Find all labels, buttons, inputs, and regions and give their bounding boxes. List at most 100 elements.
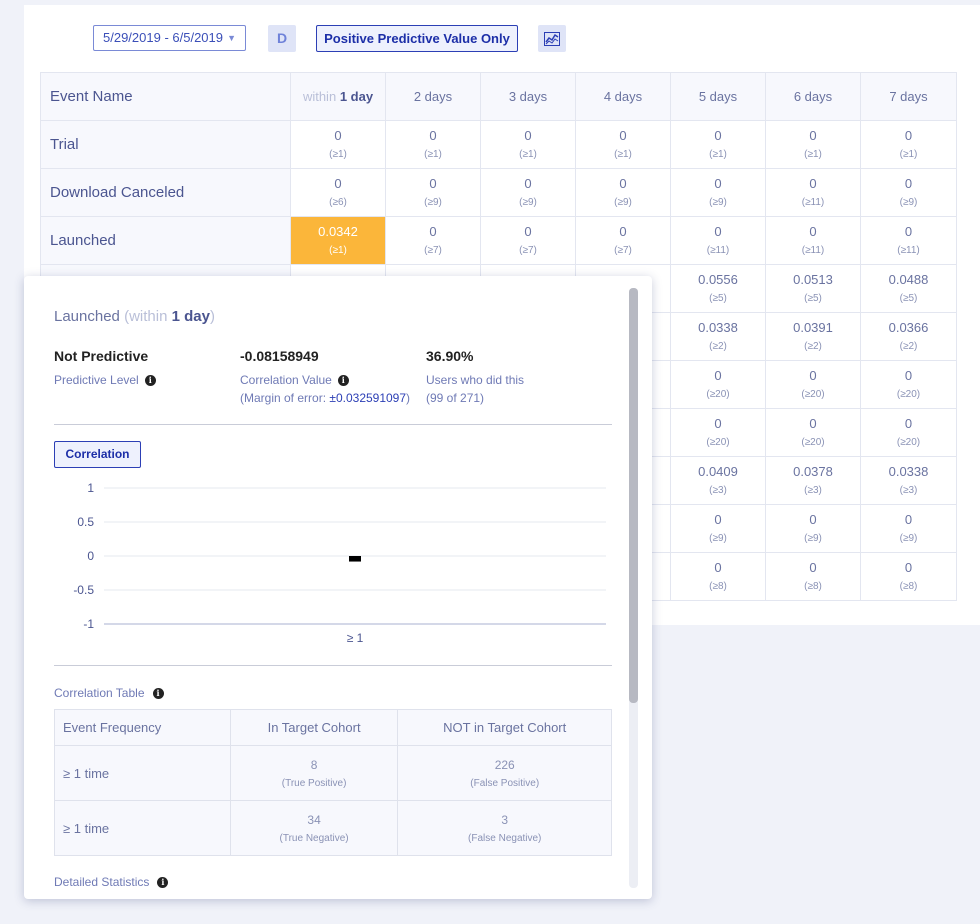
correlation-cell[interactable]: 0 (≥9)	[575, 168, 671, 217]
header-event-name: Event Name	[40, 72, 291, 121]
correlation-cell[interactable]: 0 (≥20)	[860, 360, 957, 409]
correlation-cell[interactable]: 0 (≥11)	[765, 216, 861, 265]
header-day-6[interactable]: 6 days	[765, 72, 861, 121]
predictive-level-label: Predictive Level	[54, 373, 139, 387]
correlation-cell[interactable]: 0 (≥9)	[860, 504, 957, 553]
info-icon[interactable]: i	[144, 374, 156, 386]
correlation-cell[interactable]: 0.0513 (≥5)	[765, 264, 861, 313]
header-day-2[interactable]: 2 days	[385, 72, 481, 121]
header-day-1[interactable]: within 1 day	[290, 72, 386, 121]
correlation-cell[interactable]: 0 (≥1)	[670, 120, 766, 169]
popover-title: Launched (within 1 day)	[54, 308, 215, 325]
y-tick-label: -0.5	[73, 583, 94, 597]
correlation-cell[interactable]: 0 (≥8)	[670, 552, 766, 601]
correlation-cell[interactable]: 0 (≥9)	[860, 168, 957, 217]
correlation-cell[interactable]: 0 (≥20)	[765, 408, 861, 457]
info-icon[interactable]: i	[152, 687, 164, 699]
users-label: Users who did this	[426, 373, 525, 387]
correlation-table: Event Frequency In Target Cohort NOT in …	[54, 709, 612, 856]
correlation-value-stat: -0.08158949 Correlation Value i (Margin o…	[240, 348, 410, 405]
correlation-cell[interactable]: 0.0488 (≥5)	[860, 264, 957, 313]
info-icon[interactable]: i	[157, 876, 169, 888]
correlation-cell[interactable]: 0.0409 (≥3)	[670, 456, 766, 505]
ct-row-label: ≥ 1 time	[54, 745, 231, 801]
predictive-level-stat: Not Predictive Predictive Level i	[54, 348, 156, 387]
correlation-cell[interactable]: 0.0391 (≥2)	[765, 312, 861, 361]
users-detail: (99 of 271)	[426, 391, 485, 405]
date-range-picker[interactable]: 5/29/2019 - 6/5/2019 ▼	[93, 25, 246, 51]
correlation-cell[interactable]: 0.0366 (≥2)	[860, 312, 957, 361]
table-row: ≥ 1 time 8 (True Positive) 226 (False Posi…	[54, 745, 612, 801]
correlation-cell[interactable]: 0 (≥9)	[385, 168, 481, 217]
table-row: Trial 0 (≥1) 0 (≥1) 0 (≥1) 0 (≥1) 0 (≥1) 0 (≥1) 0 (≥1)	[40, 120, 957, 169]
event-detail-popover: Launched (within 1 day) Not Predictive P…	[24, 276, 652, 899]
table-row: Download Canceled 0 (≥6) 0 (≥9) 0 (≥9) 0 (≥9) 0 (≥…	[40, 168, 957, 217]
correlation-cell[interactable]: 0 (≥7)	[480, 216, 576, 265]
ct-cell: 34 (True Negative)	[229, 800, 399, 856]
correlation-cell[interactable]: 0 (≥20)	[860, 408, 957, 457]
ct-header-not-in-cohort: NOT in Target Cohort	[397, 709, 612, 746]
correlation-cell[interactable]: 0 (≥11)	[860, 216, 957, 265]
y-tick-label: 1	[87, 481, 94, 495]
y-tick-label: 0.5	[77, 515, 94, 529]
correlation-cell[interactable]: 0 (≥9)	[670, 168, 766, 217]
correlation-cell[interactable]: 0 (≥9)	[670, 504, 766, 553]
correlation-cell[interactable]: 0 (≥1)	[385, 120, 481, 169]
correlation-cell[interactable]: 0 (≥8)	[765, 552, 861, 601]
event-name-cell[interactable]: Launched	[40, 216, 291, 265]
header-day-4[interactable]: 4 days	[575, 72, 671, 121]
y-tick-label: -1	[83, 617, 94, 631]
predictive-level-value: Not Predictive	[54, 348, 149, 364]
correlation-cell[interactable]: 0 (≥6)	[290, 168, 386, 217]
correlation-cell[interactable]: 0.0338 (≥2)	[670, 312, 766, 361]
correlation-cell[interactable]: 0.0342 (≥1)	[290, 216, 386, 265]
tab-correlation[interactable]: Correlation	[54, 441, 141, 468]
ct-header-frequency: Event Frequency	[54, 709, 231, 746]
ct-header-in-cohort: In Target Cohort	[229, 709, 399, 746]
correlation-cell[interactable]: 0 (≥7)	[385, 216, 481, 265]
scrollbar-thumb[interactable]	[629, 288, 638, 703]
correlation-cell[interactable]: 0 (≥9)	[480, 168, 576, 217]
y-tick-label: 0	[87, 549, 94, 563]
table-row: Launched 0.0342 (≥1) 0 (≥7) 0 (≥7) 0 (≥7) 0 (≥11) 0…	[40, 216, 957, 265]
chart-icon	[544, 31, 560, 46]
correlation-cell[interactable]: 0 (≥7)	[575, 216, 671, 265]
correlation-value: -0.08158949	[240, 348, 319, 364]
correlation-cell[interactable]: 0 (≥1)	[765, 120, 861, 169]
correlation-cell[interactable]: 0.0338 (≥3)	[860, 456, 957, 505]
users-stat: 36.90% Users who did this (99 of 271)	[426, 348, 524, 405]
ct-row-label: ≥ 1 time	[54, 800, 231, 856]
correlation-cell[interactable]: 0 (≥1)	[575, 120, 671, 169]
header-day-7[interactable]: 7 days	[860, 72, 957, 121]
correlation-cell[interactable]: 0 (≥20)	[765, 360, 861, 409]
correlation-value-label: Correlation Value	[240, 373, 332, 387]
header-day-3[interactable]: 3 days	[480, 72, 576, 121]
chart-toggle-button[interactable]	[538, 25, 566, 52]
correlation-chart: 1 0.5 0 -0.5 -1 ≥ 1	[73, 481, 606, 645]
correlation-cell[interactable]: 0.0378 (≥3)	[765, 456, 861, 505]
correlation-cell[interactable]: 0 (≥20)	[670, 360, 766, 409]
ct-cell: 8 (True Positive)	[229, 745, 399, 801]
correlation-cell[interactable]: 0 (≥1)	[480, 120, 576, 169]
correlation-cell[interactable]: 0 (≥20)	[670, 408, 766, 457]
divider	[54, 665, 612, 666]
margin-of-error: (Margin of error: ±0.032591097)	[240, 391, 411, 405]
correlation-cell[interactable]: 0.0556 (≥5)	[670, 264, 766, 313]
ppv-only-button[interactable]: Positive Predictive Value Only	[316, 25, 518, 52]
correlation-cell[interactable]: 0 (≥1)	[290, 120, 386, 169]
event-name-cell[interactable]: Download Canceled	[40, 168, 291, 217]
info-icon[interactable]: i	[337, 374, 349, 386]
header-day-5[interactable]: 5 days	[670, 72, 766, 121]
table-header-row: Event Name within 1 day 2 days 3 days 4 …	[40, 72, 957, 121]
chevron-down-icon: ▼	[227, 33, 236, 43]
correlation-cell[interactable]: 0 (≥9)	[765, 504, 861, 553]
users-percent: 36.90%	[426, 348, 474, 364]
correlation-cell[interactable]: 0 (≥8)	[860, 552, 957, 601]
correlation-cell[interactable]: 0 (≥11)	[670, 216, 766, 265]
correlation-cell[interactable]: 0 (≥11)	[765, 168, 861, 217]
x-tick-label: ≥ 1	[347, 631, 364, 645]
correlation-cell[interactable]: 0 (≥1)	[860, 120, 957, 169]
ct-cell: 226 (False Positive)	[397, 745, 612, 801]
event-name-cell[interactable]: Trial	[40, 120, 291, 169]
granularity-button[interactable]: D	[268, 25, 296, 52]
